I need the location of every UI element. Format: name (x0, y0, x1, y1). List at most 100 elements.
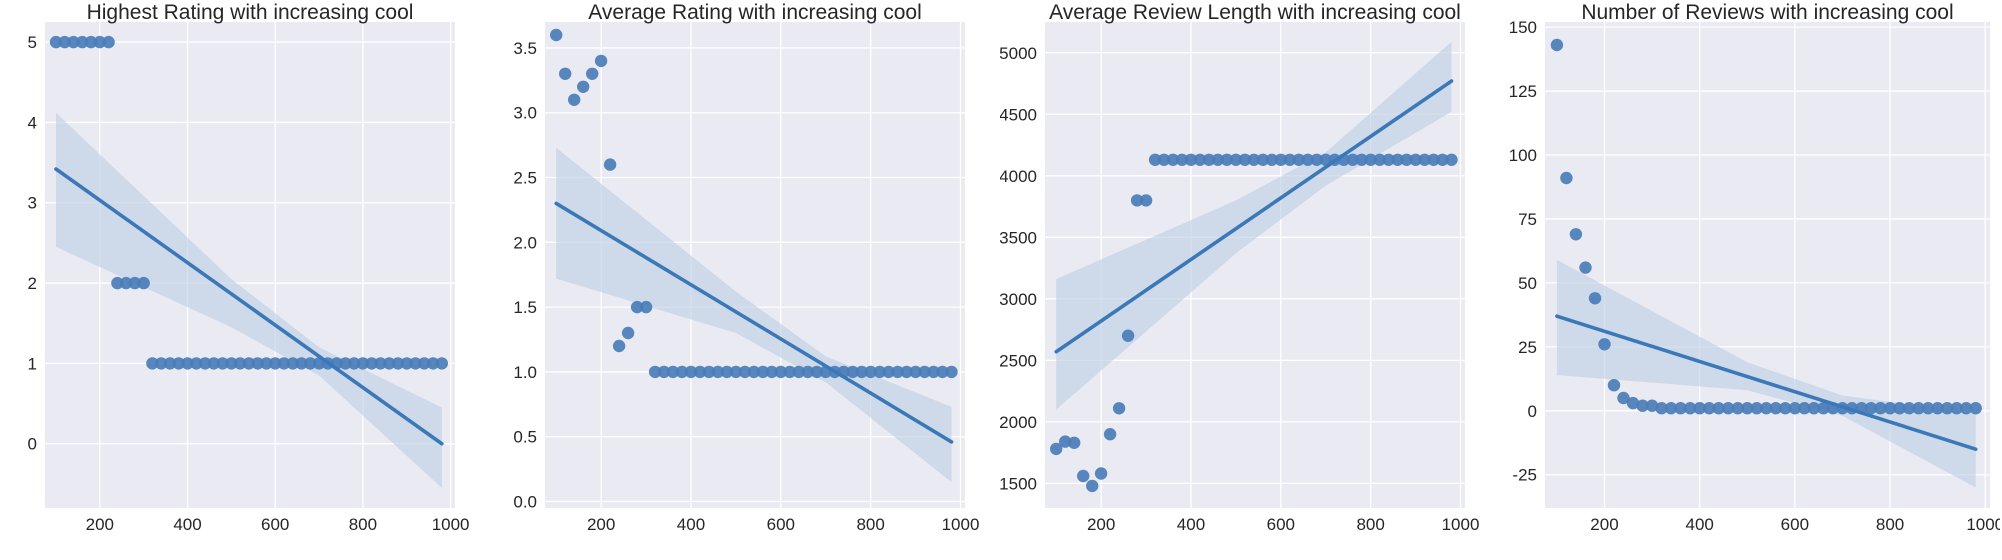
data-point (1103, 428, 1117, 441)
data-point (1741, 402, 1754, 415)
data-point (657, 365, 671, 379)
data-point (435, 357, 448, 370)
data-point (774, 365, 787, 379)
x-tick-label: 400 (1177, 515, 1205, 534)
data-point (783, 365, 796, 379)
data-point (747, 365, 761, 379)
x-tick-label: 800 (1876, 515, 1904, 534)
data-point (400, 357, 413, 370)
data-point (1409, 153, 1422, 166)
y-tick-label: 3500 (1000, 228, 1037, 247)
data-point (792, 365, 805, 379)
data-point (1346, 153, 1359, 166)
data-point (1184, 153, 1198, 166)
data-point (801, 365, 814, 379)
data-point (1788, 402, 1802, 415)
x-tick-label: 200 (587, 515, 615, 534)
data-point (1112, 402, 1126, 415)
y-tick-label: 5000 (1000, 44, 1037, 63)
x-tick-label: 400 (677, 515, 705, 534)
data-point (1626, 396, 1640, 410)
data-point (1750, 402, 1763, 415)
chart-panel-average-rating: 200 400 600 800 1000 0.0 0.5 1.0 1.5 2.0 2.5 3.0 3.5… (500, 0, 1000, 560)
chart-panel-highest-rating: 200 400 600 800 1000 0 1 2 3 4 5 Highest Rating wit… (0, 0, 500, 560)
data-point (1247, 153, 1261, 166)
y-tick-label: 0.0 (513, 493, 537, 512)
confidence-band (1556, 259, 1976, 488)
data-point (233, 357, 247, 370)
data-point (155, 357, 168, 370)
data-point (418, 357, 431, 370)
data-point (339, 357, 352, 370)
data-point (1094, 467, 1108, 480)
data-point (559, 67, 572, 81)
y-tick-label: 4500 (1000, 105, 1037, 124)
data-point (172, 357, 185, 370)
x-tick-label: 1000 (1442, 515, 1480, 534)
data-point (163, 357, 177, 370)
data-point (383, 357, 396, 370)
data-point (304, 357, 317, 370)
x-tick-label: 400 (173, 515, 201, 534)
data-point (1382, 153, 1395, 166)
data-point (1550, 38, 1564, 52)
data-point (666, 365, 680, 379)
data-point (286, 357, 299, 370)
data-point (1960, 402, 1973, 415)
data-point (49, 35, 63, 49)
data-point (426, 357, 440, 370)
data-point (190, 357, 203, 370)
data-point (1760, 402, 1773, 415)
data-point (882, 365, 895, 379)
x-tick-label: 600 (1267, 515, 1295, 534)
chart-panel-average-review-length: 200 400 600 800 1000 1500 2000 2500 3000 3500 4000… (1000, 0, 1500, 560)
data-point (269, 357, 282, 370)
data-point (1674, 402, 1687, 415)
data-point (1931, 402, 1944, 415)
y-tick-label: 1.5 (513, 298, 537, 317)
data-point (1139, 194, 1153, 207)
data-point (1664, 402, 1678, 415)
data-point (251, 357, 264, 370)
y-tick-label: 2.0 (513, 233, 537, 252)
data-point (1655, 402, 1668, 415)
data-point (1893, 402, 1906, 415)
data-point (207, 357, 220, 370)
x-tick-label: 200 (1590, 515, 1618, 534)
data-point (242, 357, 256, 370)
data-point (67, 35, 80, 49)
chart-highest-rating: 200 400 600 800 1000 0 1 2 3 4 5 Highest Rating wit… (28, 1, 470, 534)
y-tick-label: 125 (1509, 82, 1537, 101)
data-point (76, 35, 89, 49)
data-point (1292, 153, 1305, 166)
data-point (693, 365, 707, 379)
data-point (873, 365, 886, 379)
data-point (1373, 153, 1386, 166)
x-tick-label: 600 (767, 515, 795, 534)
data-point (1211, 153, 1225, 166)
data-point (1779, 402, 1792, 415)
x-tick-label: 800 (349, 515, 377, 534)
x-tick-label: 600 (1781, 515, 1809, 534)
y-tick-label: 0 (28, 435, 37, 454)
data-point (810, 365, 823, 379)
y-tick-label: 150 (1509, 18, 1537, 37)
data-point (1950, 402, 1963, 415)
chart-average-review-length: 200 400 600 800 1000 1500 2000 2500 3000 3500 4000… (1000, 1, 1480, 534)
x-tick-label: 800 (856, 515, 884, 534)
chart-average-rating: 200 400 600 800 1000 0.0 0.5 1.0 1.5 2.0 2.5 3.0 3.5… (513, 1, 979, 534)
y-tick-label: 4 (28, 113, 37, 132)
x-tick-label: 1000 (432, 515, 470, 534)
data-point (1693, 402, 1706, 415)
data-point (846, 365, 859, 379)
data-point (137, 276, 150, 290)
data-point (621, 326, 635, 340)
y-tick-label: -25 (1512, 466, 1537, 485)
regression-line (54, 167, 444, 446)
x-tick-label: 200 (86, 515, 114, 534)
data-point (225, 357, 238, 370)
y-tick-label: 50 (1518, 274, 1537, 293)
data-point (111, 276, 124, 290)
data-point (1427, 153, 1440, 166)
data-point (84, 35, 98, 49)
